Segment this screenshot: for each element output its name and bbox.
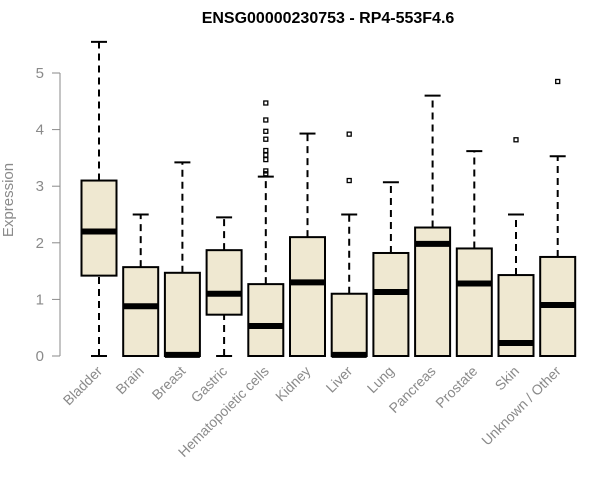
- box-iqr: [330, 292, 368, 357]
- box-group: [122, 213, 160, 357]
- y-tick-label: 1: [36, 291, 44, 308]
- outlier-point: [346, 131, 352, 137]
- y-tick-label: 2: [36, 235, 44, 252]
- outlier-point: [263, 156, 269, 163]
- outlier-point: [263, 147, 269, 154]
- box-group: [414, 94, 452, 357]
- box-group: [289, 132, 326, 357]
- x-tick-label: Lung: [364, 363, 397, 396]
- box-iqr: [372, 251, 410, 358]
- outlier-point: [263, 100, 269, 106]
- outlier-point: [263, 128, 269, 134]
- box-group: [163, 161, 201, 358]
- box-iqr: [80, 179, 118, 277]
- x-tick-label: Brain: [112, 363, 146, 397]
- outlier-point: [555, 78, 561, 85]
- outlier-point: [263, 168, 269, 174]
- box-group: [80, 40, 118, 357]
- box-group: [205, 216, 243, 357]
- box-group: [497, 137, 535, 358]
- y-tick-label: 5: [36, 65, 44, 82]
- y-tick-label: 3: [36, 178, 44, 195]
- box-group: [455, 150, 493, 358]
- x-tick-label: Bladder: [60, 363, 106, 409]
- y-tick-label: 0: [36, 348, 44, 365]
- y-axis: 0 1 2 3 4 5: [36, 65, 61, 365]
- box-iqr: [414, 226, 452, 357]
- box-group: [372, 181, 410, 358]
- box-iqr: [455, 247, 493, 358]
- outlier-point: [263, 117, 269, 123]
- x-tick-label: Kidney: [272, 363, 314, 405]
- y-axis-label: Expression: [0, 163, 17, 237]
- box-iqr: [205, 249, 243, 316]
- box-group: [539, 78, 577, 358]
- box-iqr: [163, 271, 201, 358]
- x-tick-label: Breast: [149, 363, 189, 403]
- x-tick-label: Prostate: [432, 363, 480, 411]
- x-tick-label: Liver: [323, 363, 356, 396]
- outlier-point: [263, 136, 269, 142]
- box-iqr: [289, 236, 326, 357]
- box-group: [330, 131, 368, 358]
- box-group: [247, 100, 285, 358]
- y-tick-label: 4: [36, 122, 44, 139]
- chart-title: ENSG00000230753 - RP4-553F4.6: [202, 10, 455, 27]
- outlier-point: [346, 177, 352, 184]
- box-iqr: [122, 266, 160, 357]
- x-tick-label: Skin: [492, 363, 523, 394]
- outlier-point: [263, 152, 269, 158]
- box-iqr: [247, 283, 285, 358]
- outlier-point: [263, 171, 269, 177]
- x-tick-label: Unknown / Other: [478, 363, 564, 449]
- outlier-point: [513, 137, 519, 143]
- plot-area: [80, 40, 577, 358]
